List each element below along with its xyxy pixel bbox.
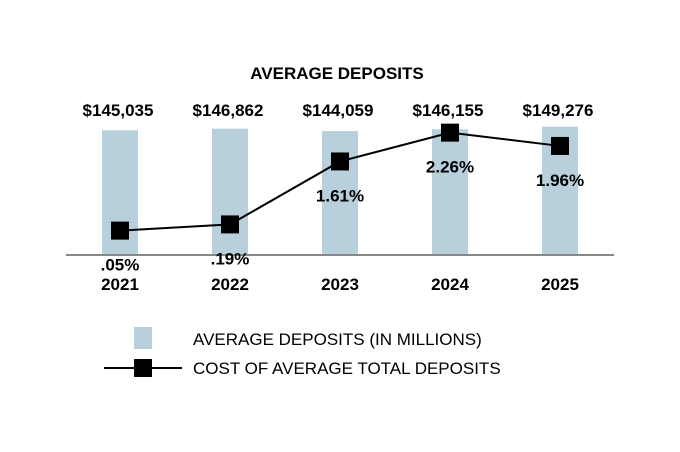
legend-line-label: COST OF AVERAGE TOTAL DEPOSITS (193, 359, 501, 378)
line-marker-2021 (111, 221, 129, 240)
bar-value-label-2021: $145,035 (83, 101, 154, 120)
line-value-label-2023: 1.61% (316, 186, 364, 205)
line-marker-2025 (551, 136, 569, 155)
bar-value-label-2025: $149,276 (523, 101, 594, 120)
legend-bar-swatch (134, 327, 152, 349)
x-tick-label-2021: 2021 (101, 275, 139, 294)
x-tick-label-2022: 2022 (211, 275, 249, 294)
bar-value-label-2022: $146,862 (193, 101, 264, 120)
bar-2023 (322, 131, 358, 255)
line-marker-2023 (331, 152, 349, 171)
legend-line-marker (134, 359, 152, 377)
line-value-label-2022: .19% (211, 249, 250, 268)
x-tick-label-2025: 2025 (541, 275, 579, 294)
chart-title: AVERAGE DEPOSITS (250, 64, 424, 83)
legend-bar-label: AVERAGE DEPOSITS (IN MILLIONS) (193, 330, 482, 349)
bar-group (102, 126, 578, 255)
bar-value-label-2023: $144,059 (303, 101, 374, 120)
line-value-label-2025: 1.96% (536, 171, 584, 190)
bar-value-label-2024: $146,155 (413, 101, 484, 120)
line-marker-2024 (441, 123, 459, 142)
line-value-label-2024: 2.26% (426, 158, 474, 177)
bar-2024 (432, 129, 468, 255)
x-tick-label-2024: 2024 (431, 275, 469, 294)
label-group: $145,035 $146,862 $144,059 $146,155 $149,276… (83, 101, 594, 294)
bar-2022 (212, 128, 248, 255)
legend: AVERAGE DEPOSITS (IN MILLIONS) COST OF A… (104, 327, 501, 378)
line-series-group (111, 123, 569, 240)
line-value-label-2021: .05% (101, 256, 140, 275)
line-marker-2022 (221, 215, 239, 234)
x-tick-label-2023: 2023 (321, 275, 359, 294)
